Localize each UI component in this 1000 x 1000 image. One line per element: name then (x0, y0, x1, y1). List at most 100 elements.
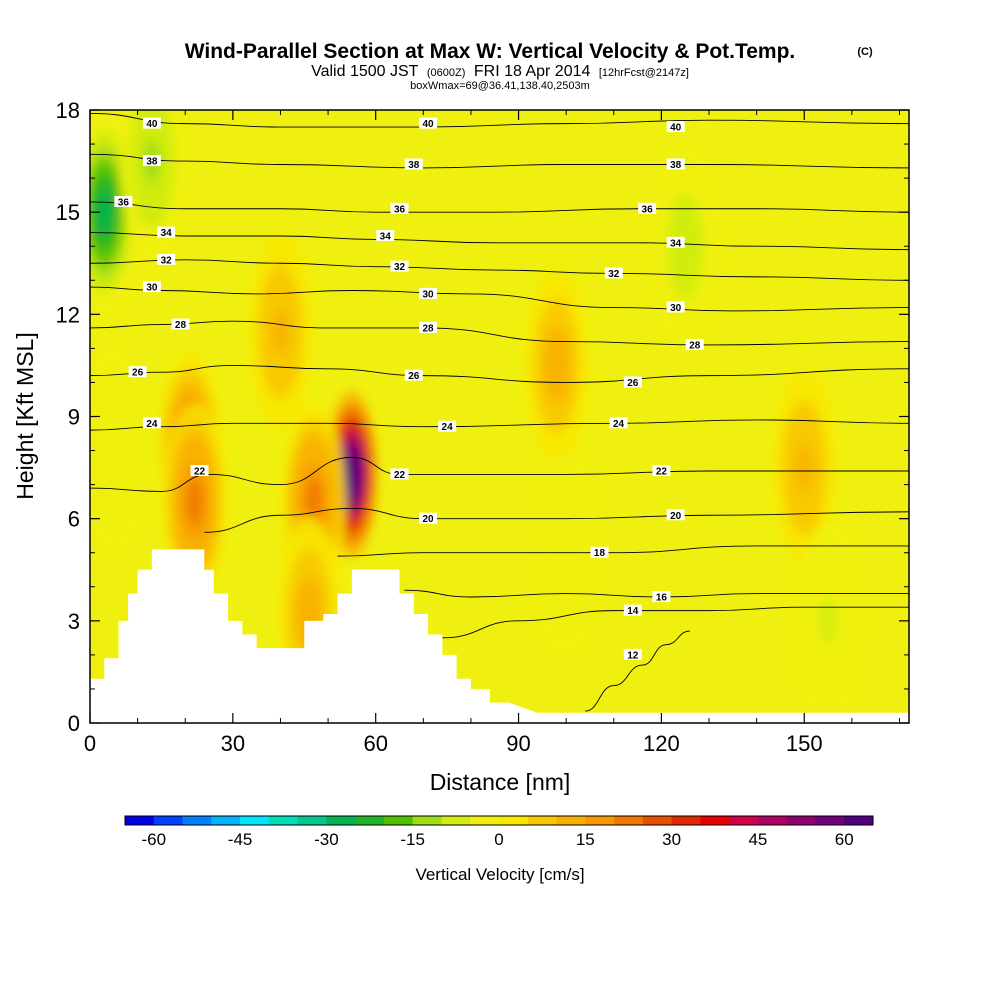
contour-label-bg (419, 321, 438, 333)
contour-label-38: 38 (404, 158, 423, 171)
x-tick-label: 120 (643, 731, 680, 756)
contour-label-30: 30 (666, 301, 685, 314)
contour-label-32: 32 (390, 260, 409, 273)
y-tick-label: 6 (68, 507, 80, 532)
theta-contour-40 (90, 112, 909, 128)
contour-label-text: 26 (627, 378, 639, 389)
velocity-level (676, 223, 694, 270)
plot-area: 40 40 40 38 38 38 36 36 36 34 34 34 32 32 32 30 30 30 28 28… (90, 110, 909, 723)
contour-label-40: 40 (666, 121, 685, 134)
theta-contour-18 (337, 545, 909, 557)
velocity-feature-7 (772, 369, 837, 566)
y-axis-label: Height [Kft MSL] (12, 332, 38, 499)
contour-label-text: 34 (670, 238, 682, 249)
theta-contour-20 (204, 507, 909, 533)
contour-label-text: 38 (146, 157, 158, 168)
colorbar-swatch (614, 816, 644, 825)
contour-label-text: 22 (394, 470, 406, 481)
contour-label-bg (390, 468, 409, 480)
colorbar-swatch (757, 816, 788, 825)
contour-label-text: 26 (408, 371, 420, 382)
contour-label-bg (404, 158, 423, 170)
contour-label-text: 40 (670, 123, 682, 134)
contour-label-text: 32 (161, 255, 173, 266)
contour-label-bg (419, 512, 438, 524)
velocity-feature-5 (524, 267, 589, 464)
contour-label-34: 34 (376, 230, 395, 243)
colorbar-swatch (844, 816, 874, 825)
velocity-level (795, 444, 813, 491)
colorbar-swatch (211, 816, 241, 825)
contour-label-text: 24 (442, 422, 454, 433)
colorbar-title: Vertical Velocity [cm/s] (415, 865, 584, 884)
velocity-level (819, 597, 837, 644)
contour-label-text: 18 (594, 548, 606, 559)
y-tick-label: 18 (56, 98, 80, 123)
contour-label-38: 38 (142, 155, 161, 168)
y-tick-label: 9 (68, 405, 80, 430)
x-tick-label: 150 (786, 731, 823, 756)
contour-label-26: 26 (404, 369, 423, 382)
contour-label-text: 16 (656, 592, 668, 603)
theta-contour-22 (90, 456, 909, 492)
y-tick-label: 15 (56, 200, 80, 225)
contour-label-20: 20 (419, 512, 438, 525)
contour-label-14: 14 (623, 604, 642, 617)
contour-label-30: 30 (419, 287, 438, 300)
contour-label-text: 34 (161, 228, 173, 239)
contour-label-bg (142, 117, 161, 129)
contour-label-text: 20 (670, 511, 682, 522)
contour-label-22: 22 (652, 464, 671, 477)
forecast-info: [12hrFcst@2147z] (599, 67, 689, 79)
x-tick-label: 90 (506, 731, 530, 756)
contour-label-bg (171, 318, 190, 330)
contour-label-bg (419, 287, 438, 299)
contour-label-text: 28 (689, 340, 701, 351)
chart-title: Wind-Parallel Section at Max W: Vertical… (185, 40, 796, 63)
contour-label-text: 34 (380, 232, 392, 243)
colorbar-swatch (240, 816, 270, 825)
theta-contour-32 (90, 259, 909, 281)
contour-label-bg (666, 158, 685, 170)
colorbar-swatch (671, 816, 701, 825)
contour-label-bg (142, 281, 161, 293)
theta-contour-24 (90, 419, 909, 431)
contour-label-bg (390, 260, 409, 272)
contour-label-text: 12 (627, 650, 639, 661)
velocity-level (105, 427, 123, 474)
colorbar-tick-label: 30 (662, 830, 681, 849)
chart-subtitle: Valid 1500 JST (0600Z) FRI 18 Apr 2014 [… (311, 63, 689, 80)
contour-label-text: 22 (194, 466, 206, 477)
contour-label-24: 24 (438, 420, 457, 433)
contour-label-16: 16 (652, 590, 671, 603)
contour-label-24: 24 (609, 417, 628, 430)
velocity-feature-10 (653, 148, 718, 345)
colorbar-swatch (642, 816, 673, 825)
colorbar-tick-label: -30 (314, 830, 339, 849)
theta-contour-26 (90, 364, 909, 383)
colorbar-swatch (815, 816, 845, 825)
contour-label-30: 30 (142, 281, 161, 294)
contour-label-bg (376, 230, 395, 242)
contour-label-36: 36 (114, 195, 133, 208)
box-info: boxWmax=69@36.41,138.40,2503m (410, 80, 590, 92)
colorbar-swatch (700, 816, 730, 825)
contour-label-bg (142, 155, 161, 167)
contour-label-bg (652, 590, 671, 602)
contour-label-text: 30 (146, 283, 158, 294)
theta-contour-12 (585, 630, 690, 712)
contour-label-bg (638, 202, 657, 214)
contour-label-24: 24 (142, 417, 161, 430)
contour-label-40: 40 (419, 117, 438, 130)
contour-label-18: 18 (590, 546, 609, 559)
colorbar-swatch (297, 816, 327, 825)
contour-label-bg (652, 464, 671, 476)
colorbar-swatch (470, 816, 500, 825)
theta-contour-34 (90, 232, 909, 251)
contour-label-28: 28 (419, 321, 438, 334)
contour-label-text: 36 (394, 204, 406, 215)
contour-label-22: 22 (190, 464, 209, 477)
colorbar-swatch (412, 816, 442, 825)
colorbar-tick-label: 0 (494, 830, 503, 849)
contour-label-bg (114, 195, 133, 207)
